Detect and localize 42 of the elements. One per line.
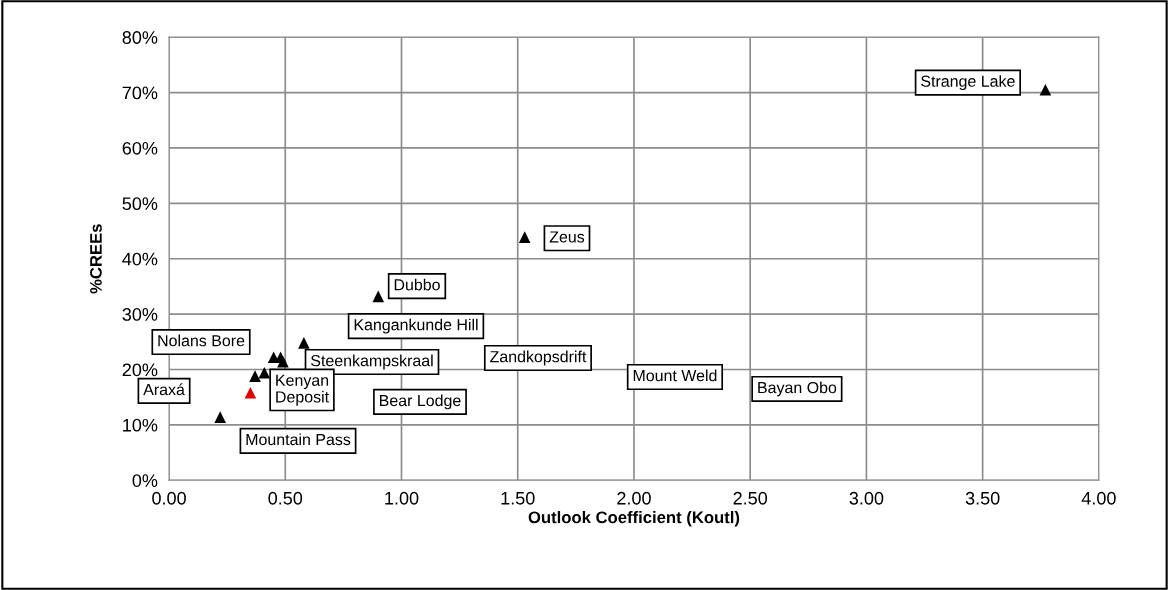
x-tick-label: 0.50	[268, 491, 303, 505]
y-tick-label: 30%	[122, 308, 158, 321]
annotation: Nolans Bore	[158, 334, 245, 347]
annotation: Steenkampskraal	[311, 354, 433, 370]
annotation: Kenyan Deposit	[276, 374, 329, 406]
point	[1039, 83, 1052, 96]
annotation: Mountain Pass	[246, 433, 351, 446]
x-tick-label: 1.50	[501, 491, 535, 505]
y-tick-label: 10%	[123, 418, 158, 432]
annotation: Kangankunde Hill	[354, 318, 478, 334]
y-tick-label: 50%	[122, 197, 158, 211]
x-tick-label: 0.00	[152, 491, 186, 505]
y-axis-title: %CREEs	[90, 224, 102, 294]
y-tick-label: 70%	[122, 86, 158, 100]
annotation: Bayan Obo	[758, 381, 837, 397]
annotation: Zandkopsdrift	[490, 350, 587, 366]
x-axis-title: Outlook Coefficient (Koutl)	[528, 510, 740, 527]
annotation: Mount Weld	[633, 369, 717, 382]
point	[244, 386, 257, 399]
y-tick-label: 60%	[122, 141, 158, 155]
y-tick-label: 20%	[122, 363, 158, 377]
point	[249, 370, 261, 382]
point	[372, 290, 385, 303]
annotation: Strange Lake	[921, 75, 1015, 91]
point	[298, 337, 310, 349]
x-tick-label: 2.50	[733, 491, 768, 505]
x-tick-label: 3.50	[965, 491, 1000, 505]
point	[277, 355, 289, 368]
annotation: Dubbo	[394, 278, 440, 291]
annotation: Araxá	[143, 383, 185, 396]
point	[518, 231, 531, 243]
x-tick-label: 1.00	[385, 491, 419, 505]
y-tick-label: 0%	[132, 474, 158, 487]
x-tick-label: 2.00	[617, 491, 651, 505]
x-tick-label: 4.00	[1081, 491, 1116, 505]
y-tick-label: 40%	[122, 252, 158, 266]
annotation: Bear Lodge	[380, 394, 461, 410]
x-tick-label: 3.00	[849, 491, 884, 505]
annotation: Zeus	[549, 231, 585, 243]
y-tick-label: 80%	[122, 31, 158, 44]
point	[214, 411, 226, 423]
point	[258, 367, 271, 379]
